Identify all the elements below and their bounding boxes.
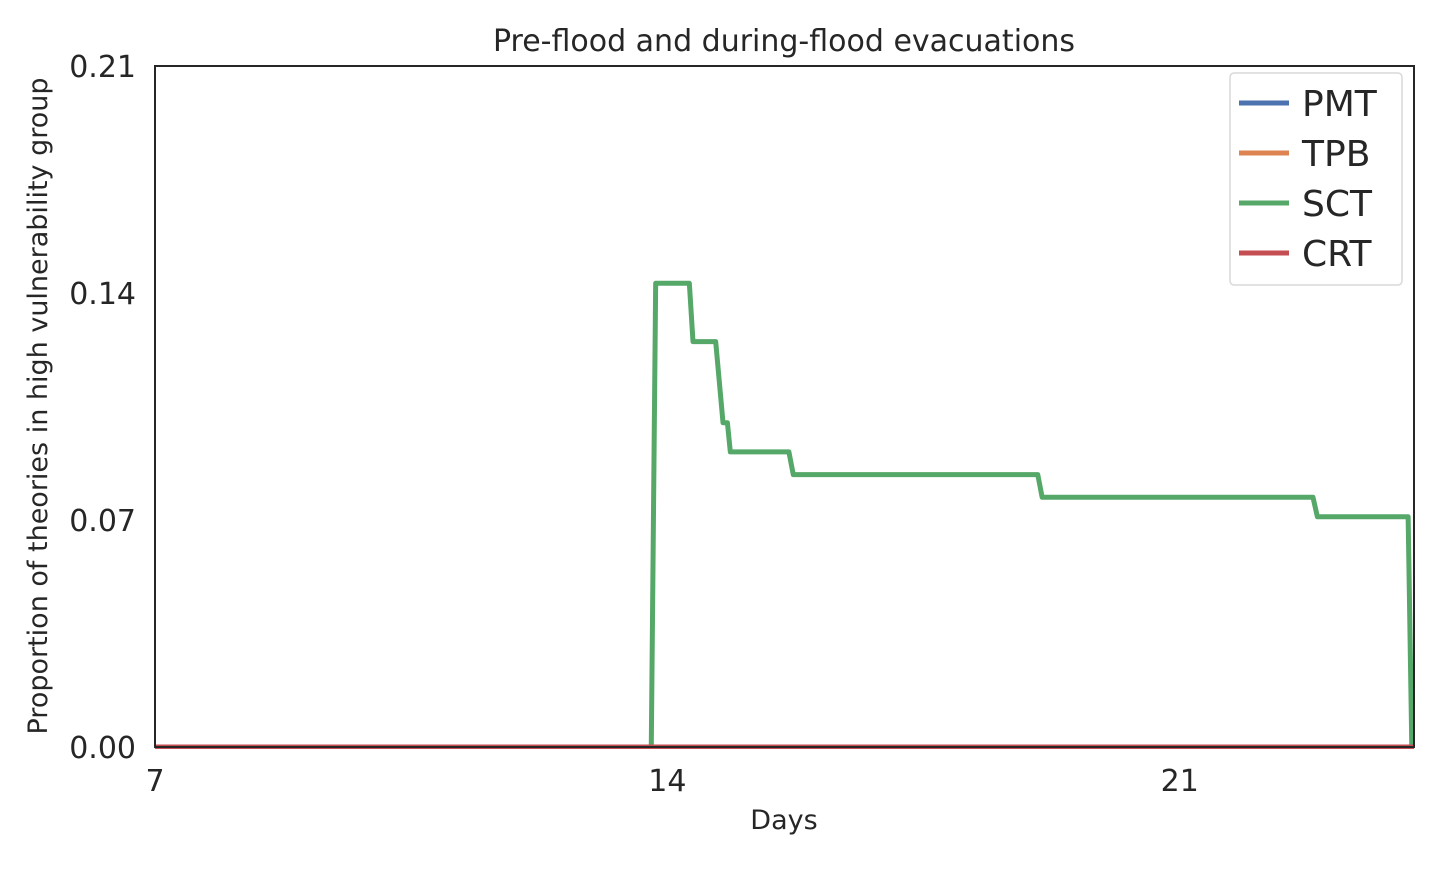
x-axis-label: Days bbox=[750, 805, 817, 836]
x-tick-label: 7 bbox=[145, 764, 164, 799]
legend-item-tpb: TPB bbox=[1239, 134, 1370, 175]
legend-label: PMT bbox=[1302, 84, 1378, 125]
legend-label: TPB bbox=[1301, 134, 1370, 175]
y-tick-label: 0.07 bbox=[69, 504, 136, 539]
legend-box bbox=[1229, 72, 1403, 286]
legend-entries: PMT TPB SCT CRT bbox=[1239, 84, 1378, 275]
tick-layer: 7 14 21 0.00 0.07 0.14 0.21 bbox=[69, 50, 1199, 799]
series-layer bbox=[155, 280, 1414, 749]
y-axis-label: Proportion of theories in high vulnerabi… bbox=[23, 77, 54, 734]
y-tick-label: 0.00 bbox=[69, 731, 136, 766]
legend-label: CRT bbox=[1302, 234, 1373, 275]
chart-title: Pre-flood and during-flood evacuations bbox=[493, 24, 1075, 59]
y-tick-label: 0.14 bbox=[69, 277, 136, 312]
legend-item-pmt: PMT bbox=[1239, 84, 1378, 125]
y-tick-label: 0.21 bbox=[69, 50, 136, 85]
legend-item-crt: CRT bbox=[1239, 234, 1373, 275]
x-tick-label: 21 bbox=[1161, 764, 1199, 799]
x-tick-label: 14 bbox=[648, 764, 686, 799]
plot-frame bbox=[154, 65, 1415, 748]
legend-label: SCT bbox=[1302, 184, 1373, 225]
legend: PMT TPB SCT CRT bbox=[1229, 72, 1403, 286]
legend-item-sct: SCT bbox=[1239, 184, 1373, 225]
series-line-sct bbox=[155, 280, 1414, 749]
